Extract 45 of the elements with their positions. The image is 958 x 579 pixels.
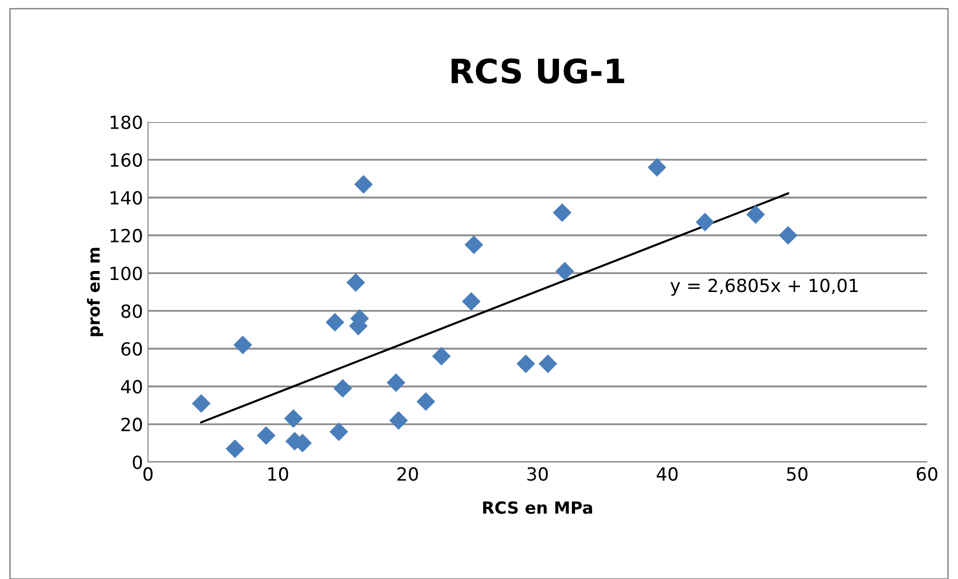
point	[432, 346, 451, 366]
point	[386, 373, 406, 392]
point	[226, 439, 244, 458]
y-tick-label: 100	[110, 266, 142, 280]
y-tick-label: 120	[110, 228, 142, 242]
x-axis-title: RCS en MPa	[483, 501, 592, 514]
point	[746, 205, 765, 224]
y-tick-label: 20	[121, 418, 142, 432]
point	[516, 354, 536, 374]
point	[354, 175, 373, 194]
point	[233, 336, 252, 354]
y-tick-label: 60	[121, 342, 142, 356]
point	[648, 158, 666, 177]
y-tick-label: 0	[132, 455, 142, 470]
point	[326, 312, 344, 332]
annotation: y = 2,6805x + 10,01	[670, 278, 858, 296]
x-tick-label: 30	[527, 467, 548, 481]
point	[696, 212, 714, 232]
point	[389, 411, 408, 430]
point	[330, 422, 348, 442]
y-tick-label: 180	[110, 115, 142, 130]
x-tick-label: 10	[268, 467, 288, 481]
y-tick-label: 80	[121, 304, 142, 318]
point	[284, 409, 303, 428]
point	[333, 379, 352, 398]
point	[256, 426, 276, 445]
x-tick-label: 40	[656, 467, 678, 481]
point	[552, 203, 572, 222]
x-tick-label: 0	[143, 467, 153, 481]
point	[555, 262, 574, 281]
x-tick-label: 60	[916, 467, 938, 481]
point	[538, 354, 558, 374]
point	[192, 394, 211, 413]
point	[778, 226, 798, 245]
y-tick-label: 40	[121, 380, 142, 394]
x-tick-label: 20	[398, 467, 418, 481]
point	[464, 235, 484, 254]
point	[346, 273, 366, 292]
chart-title: RCS UG-1	[452, 58, 624, 84]
y-tick-label: 140	[110, 191, 142, 205]
y-axis-title: prof en m	[86, 248, 104, 336]
point	[416, 392, 436, 411]
y-tick-label: 160	[110, 153, 142, 167]
x-tick-label: 50	[787, 467, 808, 481]
point	[462, 292, 481, 311]
